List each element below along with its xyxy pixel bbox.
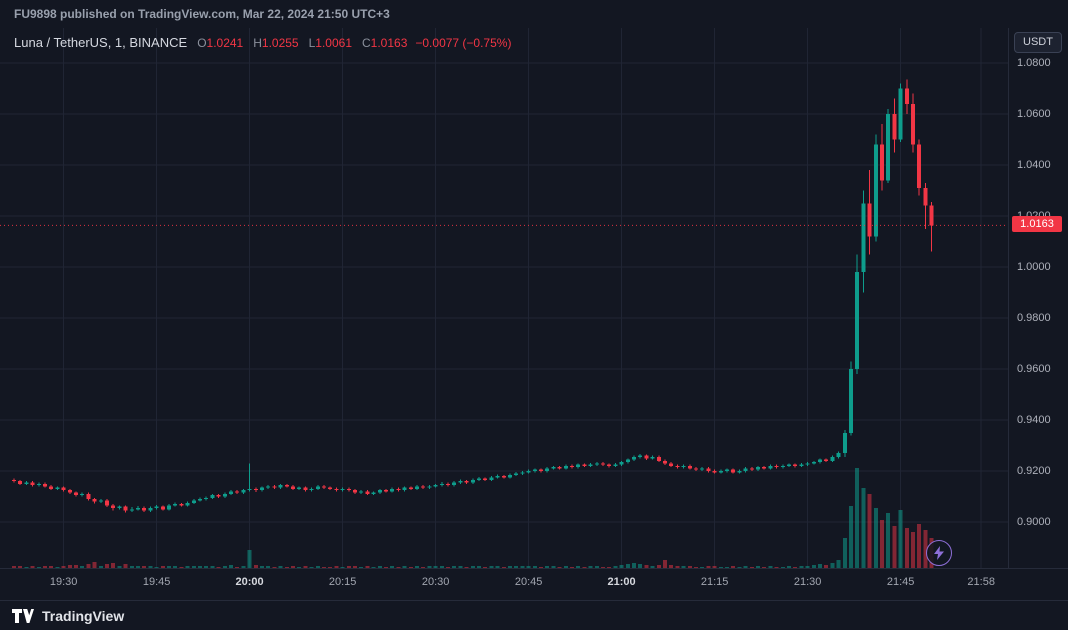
- price-tick-label: 1.0000: [1017, 261, 1051, 273]
- price-tick-label: 1.0800: [1017, 57, 1051, 69]
- time-tick-label: 19:45: [142, 576, 171, 588]
- time-tick-label: 19:30: [49, 576, 78, 588]
- time-tick-label: 20:45: [514, 576, 543, 588]
- lightning-bolt-glyph: [934, 546, 944, 560]
- time-tick-label: 20:30: [421, 576, 450, 588]
- last-price-badge: 1.0163: [1012, 216, 1062, 233]
- price-tick-label: 0.9800: [1017, 312, 1051, 324]
- ohlc-high: H1.0255: [253, 35, 299, 50]
- chart-pane[interactable]: Luna / TetherUS, 1, BINANCE O1.0241 H1.0…: [0, 28, 1008, 568]
- publish-bar: FU9898 published on TradingView.com, Mar…: [0, 0, 1068, 28]
- price-tick-label: 0.9200: [1017, 465, 1051, 477]
- publish-info-text: FU9898 published on TradingView.com, Mar…: [14, 7, 390, 21]
- time-tick-label: 21:45: [886, 576, 915, 588]
- footer-brand-text[interactable]: TradingView: [42, 608, 125, 624]
- candles: [12, 79, 934, 513]
- lightning-icon[interactable]: [926, 540, 952, 566]
- currency-toggle-button[interactable]: USDT: [1014, 32, 1062, 53]
- symbol-title: Luna / TetherUS, 1, BINANCE: [14, 35, 188, 50]
- ohlc-low: L1.0061: [308, 35, 352, 50]
- time-tick-label: 21:58: [967, 576, 995, 588]
- candlestick-chart[interactable]: [0, 28, 1008, 568]
- price-change: −0.0077 (−0.75%): [415, 35, 512, 50]
- ohlc-close: C1.0163: [362, 35, 408, 50]
- grid-lines: [0, 28, 1008, 568]
- price-tick-label: 0.9600: [1017, 363, 1051, 375]
- time-tick-label: 21:00: [607, 576, 636, 588]
- volume-bars: [12, 468, 934, 568]
- price-scale[interactable]: USDT 1.0163 1.08001.06001.04001.02001.00…: [1008, 28, 1068, 568]
- tradingview-logo-icon[interactable]: [12, 608, 34, 624]
- time-tick-label: 20:15: [328, 576, 357, 588]
- price-tick-label: 0.9400: [1017, 414, 1051, 426]
- price-tick-label: 1.0400: [1017, 159, 1051, 171]
- price-tick-label: 1.0600: [1017, 108, 1051, 120]
- symbol-legend: Luna / TetherUS, 1, BINANCE O1.0241 H1.0…: [14, 35, 511, 50]
- price-tick-label: 0.9000: [1017, 516, 1051, 528]
- time-tick-label: 21:30: [793, 576, 822, 588]
- time-axis[interactable]: 19:30 19:45 20:00 20:15 20:30 20:45 21:00 21:15…: [0, 568, 1068, 601]
- time-tick-label: 21:15: [700, 576, 729, 588]
- time-tick-label: 20:00: [235, 576, 264, 588]
- footer-bar: TradingView: [0, 600, 1068, 630]
- ohlc-open: O1.0241: [197, 35, 244, 50]
